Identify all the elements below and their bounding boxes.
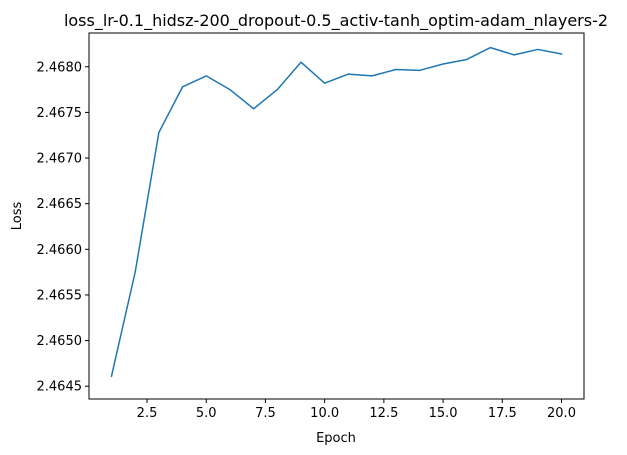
x-axis-ticks: 2.5 5.0 7.5 10.0 12.5 15.0 17.5 20.0 xyxy=(137,399,576,421)
y-tick-label: 2.4650 xyxy=(37,334,83,349)
x-tick-label: 2.5 xyxy=(137,406,158,421)
y-axis-ticks: 2.4645 2.4650 2.4655 2.4660 2.4665 2.4670 2.46… xyxy=(37,60,89,395)
y-tick-label: 2.4675 xyxy=(37,106,83,121)
x-tick-label: 7.5 xyxy=(255,406,276,421)
x-tick-label: 10.0 xyxy=(310,406,339,421)
x-axis-label: Epoch xyxy=(316,431,356,446)
y-tick-label: 2.4665 xyxy=(37,197,83,212)
y-tick-label: 2.4645 xyxy=(37,380,83,395)
x-tick-label: 17.5 xyxy=(488,406,517,421)
plot-area-frame xyxy=(88,32,585,400)
y-axis-label: Loss xyxy=(10,202,25,231)
x-tick-label: 20.0 xyxy=(547,406,576,421)
chart-title: loss_lr-0.1_hidsz-200_dropout-0.5_activ-… xyxy=(64,11,608,31)
x-tick-label: 12.5 xyxy=(369,406,398,421)
series-layer xyxy=(110,46,563,378)
y-tick-label: 2.4670 xyxy=(37,152,83,167)
y-tick-label: 2.4655 xyxy=(37,288,83,303)
x-tick-label: 15.0 xyxy=(429,406,458,421)
y-tick-label: 2.4660 xyxy=(37,243,83,258)
loss-series-line xyxy=(110,46,563,378)
y-tick-label: 2.4680 xyxy=(37,60,83,75)
x-tick-label: 5.0 xyxy=(196,406,217,421)
